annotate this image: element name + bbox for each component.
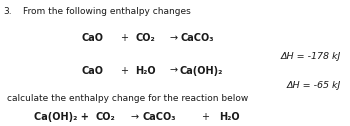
Text: From the following enthalpy changes: From the following enthalpy changes xyxy=(23,7,190,16)
Text: CO₂: CO₂ xyxy=(95,112,115,122)
Text: CaO: CaO xyxy=(82,66,104,76)
Text: CaCO₃: CaCO₃ xyxy=(142,112,176,122)
Text: CaO: CaO xyxy=(82,33,104,43)
Text: ΔH = -65 kJ: ΔH = -65 kJ xyxy=(287,81,341,90)
Text: CaCO₃: CaCO₃ xyxy=(181,33,215,43)
Text: CO₂: CO₂ xyxy=(135,33,155,43)
Text: ΔH = -178 kJ: ΔH = -178 kJ xyxy=(281,52,341,61)
Text: +: + xyxy=(120,66,128,76)
Text: Ca(OH)₂: Ca(OH)₂ xyxy=(180,66,223,76)
Text: 3.: 3. xyxy=(4,7,12,16)
Text: →: → xyxy=(169,33,177,43)
Text: +: + xyxy=(120,33,128,43)
Text: +: + xyxy=(201,112,209,122)
Text: →: → xyxy=(169,66,177,76)
Text: calculate the enthalpy change for the reaction below: calculate the enthalpy change for the re… xyxy=(7,94,248,103)
Text: →: → xyxy=(131,112,139,122)
Text: H₂O: H₂O xyxy=(219,112,239,122)
Text: Ca(OH)₂ +: Ca(OH)₂ + xyxy=(34,112,89,122)
Text: H₂O: H₂O xyxy=(135,66,155,76)
